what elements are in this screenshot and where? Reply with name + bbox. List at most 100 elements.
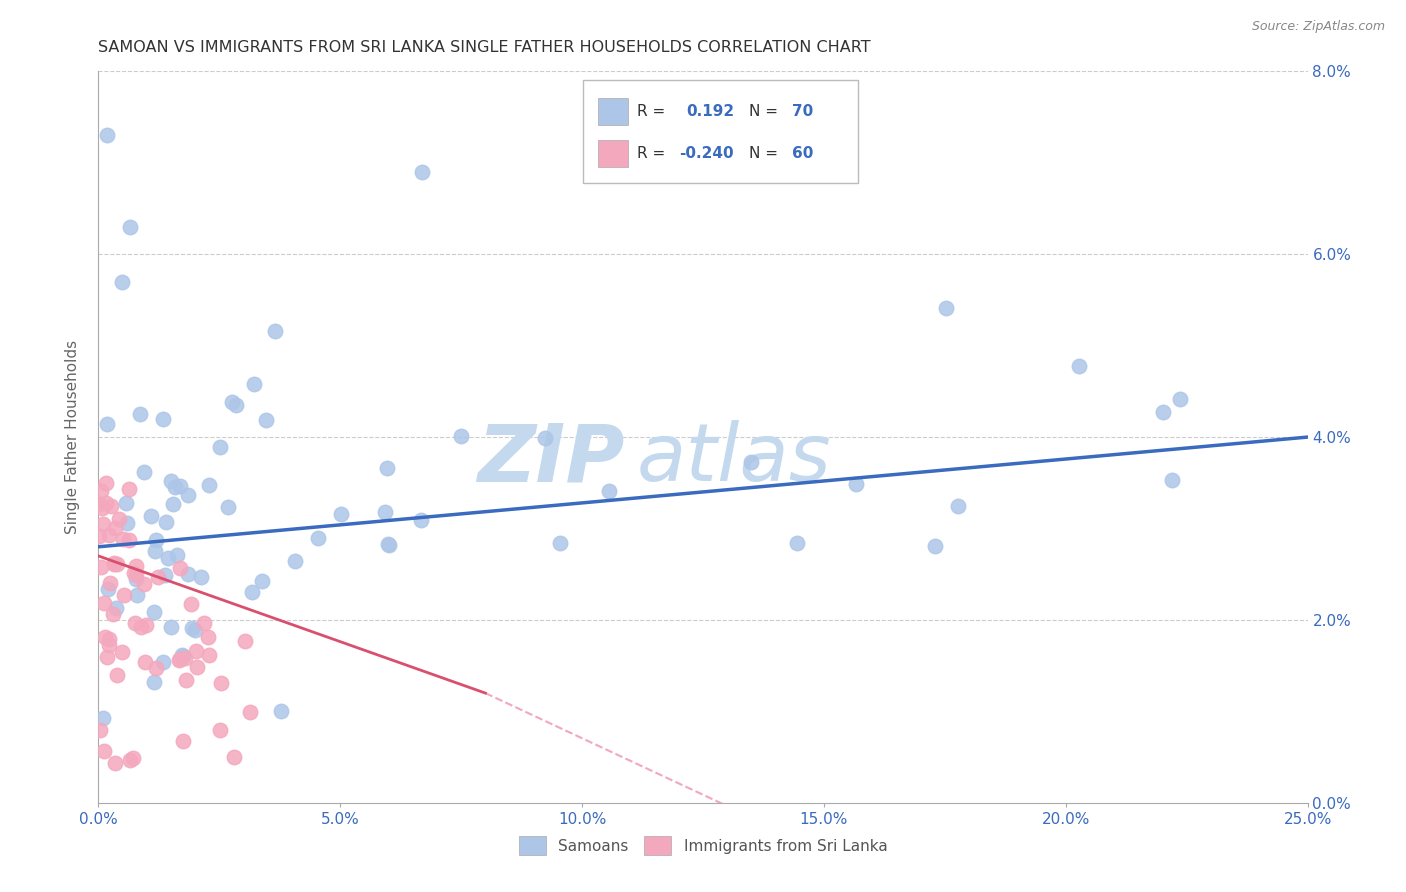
Point bbox=[146, 570, 169, 584]
Point bbox=[142, 605, 165, 619]
Point bbox=[105, 557, 128, 571]
Point bbox=[153, 568, 176, 582]
Point bbox=[128, 407, 150, 421]
Text: R =: R = bbox=[637, 104, 665, 119]
Point bbox=[104, 521, 127, 535]
Point bbox=[176, 673, 198, 687]
Point bbox=[162, 497, 184, 511]
Point bbox=[450, 429, 472, 443]
Point bbox=[1067, 359, 1090, 373]
Point bbox=[209, 440, 232, 454]
Point bbox=[132, 465, 155, 479]
Point bbox=[411, 165, 433, 179]
Point bbox=[167, 653, 190, 667]
Point bbox=[143, 675, 166, 690]
Point bbox=[284, 554, 307, 568]
Point bbox=[98, 528, 121, 542]
Point bbox=[115, 496, 138, 510]
Point bbox=[198, 477, 221, 491]
Point bbox=[177, 488, 200, 502]
Point bbox=[124, 615, 146, 630]
Point bbox=[254, 413, 277, 427]
Point bbox=[166, 548, 188, 562]
Point bbox=[96, 475, 118, 490]
Point bbox=[198, 648, 221, 662]
Point bbox=[152, 412, 174, 426]
Point bbox=[125, 568, 148, 582]
Point bbox=[103, 756, 125, 770]
Point bbox=[97, 582, 120, 596]
Point bbox=[270, 704, 292, 718]
Point bbox=[90, 484, 112, 499]
Point bbox=[243, 377, 266, 392]
Point bbox=[143, 544, 166, 558]
Point bbox=[111, 645, 134, 659]
Point bbox=[98, 639, 121, 653]
Text: Source: ZipAtlas.com: Source: ZipAtlas.com bbox=[1251, 20, 1385, 33]
Point bbox=[197, 630, 219, 644]
Point bbox=[91, 711, 114, 725]
Point bbox=[374, 505, 396, 519]
Point bbox=[264, 324, 287, 338]
Point bbox=[100, 499, 122, 513]
Point bbox=[1161, 473, 1184, 487]
Point bbox=[177, 567, 200, 582]
Point bbox=[222, 750, 245, 764]
Point bbox=[91, 501, 114, 516]
Point bbox=[111, 275, 134, 289]
Point bbox=[132, 576, 155, 591]
Point bbox=[233, 633, 256, 648]
Point bbox=[181, 621, 204, 635]
Point bbox=[935, 301, 957, 315]
Point bbox=[225, 398, 247, 412]
Point bbox=[160, 474, 183, 488]
Point bbox=[145, 533, 167, 547]
Point bbox=[89, 529, 111, 543]
Point bbox=[103, 557, 125, 571]
Legend: Samoans, Immigrants from Sri Lanka: Samoans, Immigrants from Sri Lanka bbox=[512, 830, 894, 861]
Text: -0.240: -0.240 bbox=[679, 146, 734, 161]
Point bbox=[239, 705, 262, 719]
Text: N =: N = bbox=[749, 146, 779, 161]
Point bbox=[117, 516, 139, 530]
Point bbox=[172, 649, 194, 664]
Point bbox=[91, 516, 114, 531]
Point bbox=[134, 655, 156, 669]
Point bbox=[163, 480, 186, 494]
Point bbox=[1170, 392, 1192, 406]
Point bbox=[112, 533, 135, 547]
Point bbox=[534, 431, 557, 445]
Point bbox=[169, 652, 191, 666]
Point bbox=[786, 535, 808, 549]
Point bbox=[409, 513, 432, 527]
Point bbox=[139, 509, 162, 524]
Point bbox=[172, 734, 194, 748]
Point bbox=[98, 576, 121, 591]
Text: SAMOAN VS IMMIGRANTS FROM SRI LANKA SINGLE FATHER HOUSEHOLDS CORRELATION CHART: SAMOAN VS IMMIGRANTS FROM SRI LANKA SING… bbox=[98, 40, 872, 55]
Point bbox=[157, 550, 180, 565]
Point bbox=[330, 507, 353, 521]
Point bbox=[125, 573, 148, 587]
Text: R =: R = bbox=[637, 146, 665, 161]
Text: N =: N = bbox=[749, 104, 779, 119]
Point bbox=[160, 620, 183, 634]
Point bbox=[103, 556, 125, 570]
Point bbox=[152, 655, 174, 669]
Point bbox=[112, 588, 135, 602]
Point bbox=[98, 632, 121, 646]
Point bbox=[169, 561, 191, 575]
Point bbox=[378, 538, 401, 552]
Point bbox=[377, 537, 399, 551]
Point bbox=[924, 539, 946, 553]
Point bbox=[221, 395, 243, 409]
Point bbox=[548, 536, 571, 550]
Point bbox=[169, 478, 191, 492]
Point bbox=[96, 128, 118, 143]
Text: 60: 60 bbox=[792, 146, 813, 161]
Point bbox=[740, 455, 762, 469]
Point bbox=[120, 219, 142, 234]
Point bbox=[145, 660, 167, 674]
Point bbox=[135, 618, 157, 632]
Point bbox=[93, 596, 115, 610]
Text: 70: 70 bbox=[792, 104, 813, 119]
